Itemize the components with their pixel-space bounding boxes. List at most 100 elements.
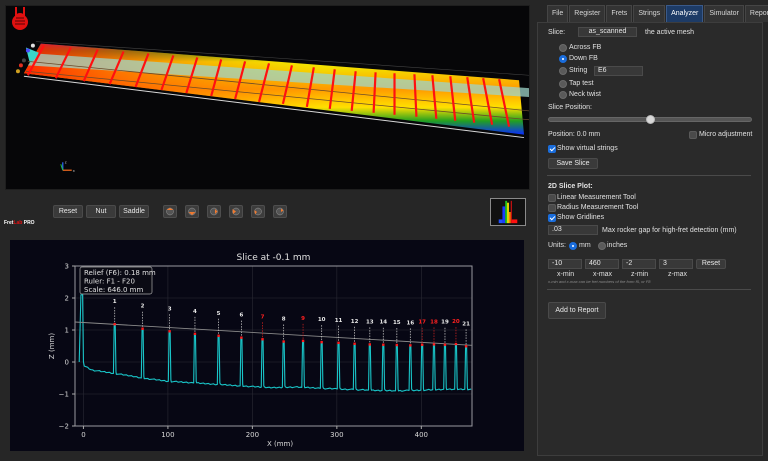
view-iso-button[interactable] [229, 205, 243, 218]
radio-down-fb[interactable] [559, 55, 567, 63]
xmax-input[interactable]: 460 [585, 259, 619, 269]
nut-view-button[interactable]: Nut [86, 205, 116, 218]
radio-tap-test-label: Tap test [569, 80, 594, 87]
saddle-view-button[interactable]: Saddle [119, 205, 149, 218]
view-front-button[interactable] [185, 205, 199, 218]
fret-number-label: 18 [430, 319, 438, 325]
slice-plot-panel[interactable]: Slice at -0.1 mm 0 100 200 300 400 −2 −1 0 1 2 3 X (… [10, 240, 524, 451]
analyzer-panel [537, 22, 763, 456]
tab-strings[interactable]: Strings [633, 5, 666, 22]
zmax-label: z-max [668, 271, 688, 278]
slice-position-slider-thumb[interactable] [646, 115, 655, 124]
add-to-report-button[interactable]: Add to Report [548, 302, 606, 319]
y-tick-label: 1 [65, 327, 69, 335]
save-slice-button[interactable]: Save Slice [548, 158, 598, 169]
radio-across-fb-label: Across FB [569, 44, 602, 51]
measurement-info-line: Relief (F6): 0.18 mm [84, 269, 156, 277]
fret-number-label: 3 [168, 306, 172, 312]
radio-tap-test[interactable] [559, 80, 567, 88]
plot-frame [74, 265, 473, 427]
fret-number-label: 16 [407, 320, 415, 326]
xmax-label: x-max [593, 271, 613, 278]
radio-string[interactable] [559, 67, 567, 75]
3d-viewport[interactable]: z x [5, 5, 530, 190]
y-axis-label: Z (mm) [48, 333, 56, 359]
fret-crown-marker [217, 334, 220, 337]
ruler-line [74, 321, 473, 346]
radio-unit-mm[interactable] [569, 242, 577, 250]
y-tick-label: −1 [59, 391, 69, 399]
view-iso-icon [232, 207, 240, 216]
fret-crown-marker [409, 344, 412, 347]
tab-simulator[interactable]: Simulator [704, 5, 744, 22]
zmax-input[interactable]: 3 [659, 259, 693, 269]
fret-number-label: 8 [282, 317, 286, 323]
xmin-label: x-min [557, 271, 575, 278]
tab-report[interactable]: Report [744, 5, 768, 22]
radius-measurement-checkbox[interactable] [548, 204, 556, 212]
fret-crown-marker [464, 345, 468, 348]
micro-adjustment-label: Micro adjustment [699, 131, 753, 138]
x-tick-label: 300 [330, 431, 343, 439]
xmin-input[interactable]: -10 [548, 259, 582, 269]
tab-file[interactable]: File [547, 5, 569, 22]
view-bottom-button[interactable] [273, 205, 287, 218]
fret-number-label: 1 [113, 299, 117, 305]
slice-select[interactable]: as_scanned [578, 27, 637, 37]
fret-crown-marker [240, 336, 243, 339]
surface-trace [78, 294, 472, 392]
rocker-gap-input[interactable]: .03 [548, 225, 598, 235]
slice-note: the active mesh [645, 29, 695, 36]
fret-crown-marker [168, 330, 171, 333]
show-virtual-strings-checkbox[interactable] [548, 145, 556, 153]
view-bottom-icon [276, 207, 284, 216]
view-side-icon [210, 207, 218, 216]
radio-unit-inches[interactable] [598, 242, 606, 250]
fret-crown-marker [261, 338, 264, 341]
string-select[interactable]: E6 [594, 66, 643, 76]
svg-text:z: z [65, 159, 67, 164]
view-front-icon [188, 207, 196, 216]
fret-crown-marker [282, 340, 285, 343]
y-tick-label: −2 [59, 423, 69, 431]
fret-crown-marker [395, 343, 399, 347]
fret-crown-marker [454, 342, 458, 346]
fret-crown-marker [113, 323, 116, 326]
fret-crown-marker [382, 343, 385, 346]
fret-number-label: 9 [301, 316, 305, 322]
range-reset-button[interactable]: Reset [696, 259, 726, 269]
view-side-button[interactable] [207, 205, 221, 218]
fret-number-label: 17 [418, 320, 426, 326]
radio-unit-inches-label: inches [607, 242, 628, 249]
main-tabs: File Register Frets Strings Analyzer Sim… [547, 5, 768, 22]
fret-crown-marker [443, 343, 447, 346]
zmin-input[interactable]: -2 [622, 259, 656, 269]
tab-analyzer[interactable]: Analyzer [666, 5, 704, 22]
x-tick-label: 0 [81, 431, 85, 439]
reset-view-button[interactable]: Reset [53, 205, 83, 218]
fret-crown-marker [432, 343, 436, 346]
heatmap-histogram-thumbnail[interactable] [490, 198, 526, 226]
plot2d-header: 2D Slice Plot: [548, 183, 593, 190]
tab-register[interactable]: Register [569, 5, 606, 22]
fret-number-label: 20 [452, 319, 460, 325]
view-back-button[interactable] [251, 205, 265, 218]
measurement-info-box [79, 266, 153, 295]
tab-frets[interactable]: Frets [606, 5, 633, 22]
radio-neck-twist[interactable] [559, 91, 567, 99]
show-gridlines-checkbox[interactable] [548, 214, 556, 222]
micro-adjustment-checkbox[interactable] [689, 131, 697, 139]
range-hint: x-min and x-max can be fret numbers of t… [548, 279, 651, 284]
view-top-button[interactable] [163, 205, 177, 218]
fret-number-label: 11 [335, 318, 343, 324]
radio-across-fb[interactable] [559, 44, 567, 52]
linear-measurement-checkbox[interactable] [548, 194, 556, 202]
view-top-icon [166, 207, 174, 216]
fret-crown-marker [420, 343, 424, 346]
radio-neck-twist-label: Neck twist [569, 91, 601, 98]
y-tick-label: 2 [65, 295, 69, 303]
logo-text: FretLab PRO [4, 220, 35, 226]
radio-down-fb-label: Down FB [569, 55, 598, 62]
